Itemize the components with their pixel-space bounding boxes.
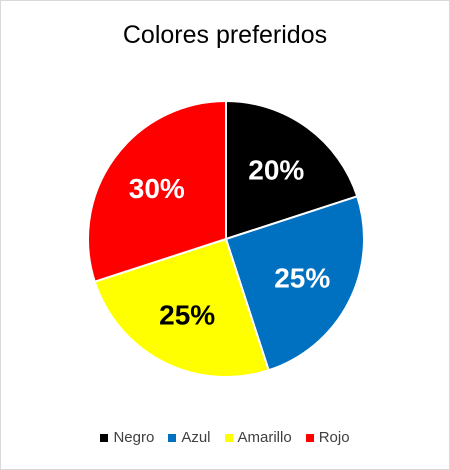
legend-label-amarillo: Amarillo	[237, 429, 292, 446]
legend-label-negro: Negro	[113, 429, 155, 446]
data-label-negro: 20%	[248, 154, 304, 185]
data-label-azul: 25%	[274, 262, 330, 293]
legend-swatch-amarillo	[224, 433, 233, 442]
legend-item-rojo: Rojo	[305, 429, 350, 446]
legend: Negro Azul Amarillo Rojo	[1, 429, 449, 446]
chart-title: Colores preferidos	[122, 21, 328, 49]
legend-swatch-rojo	[305, 433, 314, 442]
legend-label-rojo: Rojo	[318, 429, 350, 446]
legend-label-azul: Azul	[181, 429, 211, 446]
pie-slice-rojo	[87, 99, 227, 283]
legend-item-azul: Azul	[168, 429, 211, 446]
pie-slice-amarillo	[93, 237, 270, 378]
data-label-rojo: 30%	[129, 173, 185, 204]
pie-slice-negro	[225, 99, 359, 241]
pie-slice-azul	[224, 195, 365, 372]
legend-swatch-azul	[168, 433, 177, 442]
legend-item-negro: Negro	[100, 429, 154, 446]
pie-chart: 20% 25% 25% 30%	[87, 99, 365, 378]
data-label-amarillo: 25%	[159, 300, 215, 331]
legend-swatch-negro	[100, 433, 109, 442]
legend-item-amarillo: Amarillo	[224, 429, 292, 446]
